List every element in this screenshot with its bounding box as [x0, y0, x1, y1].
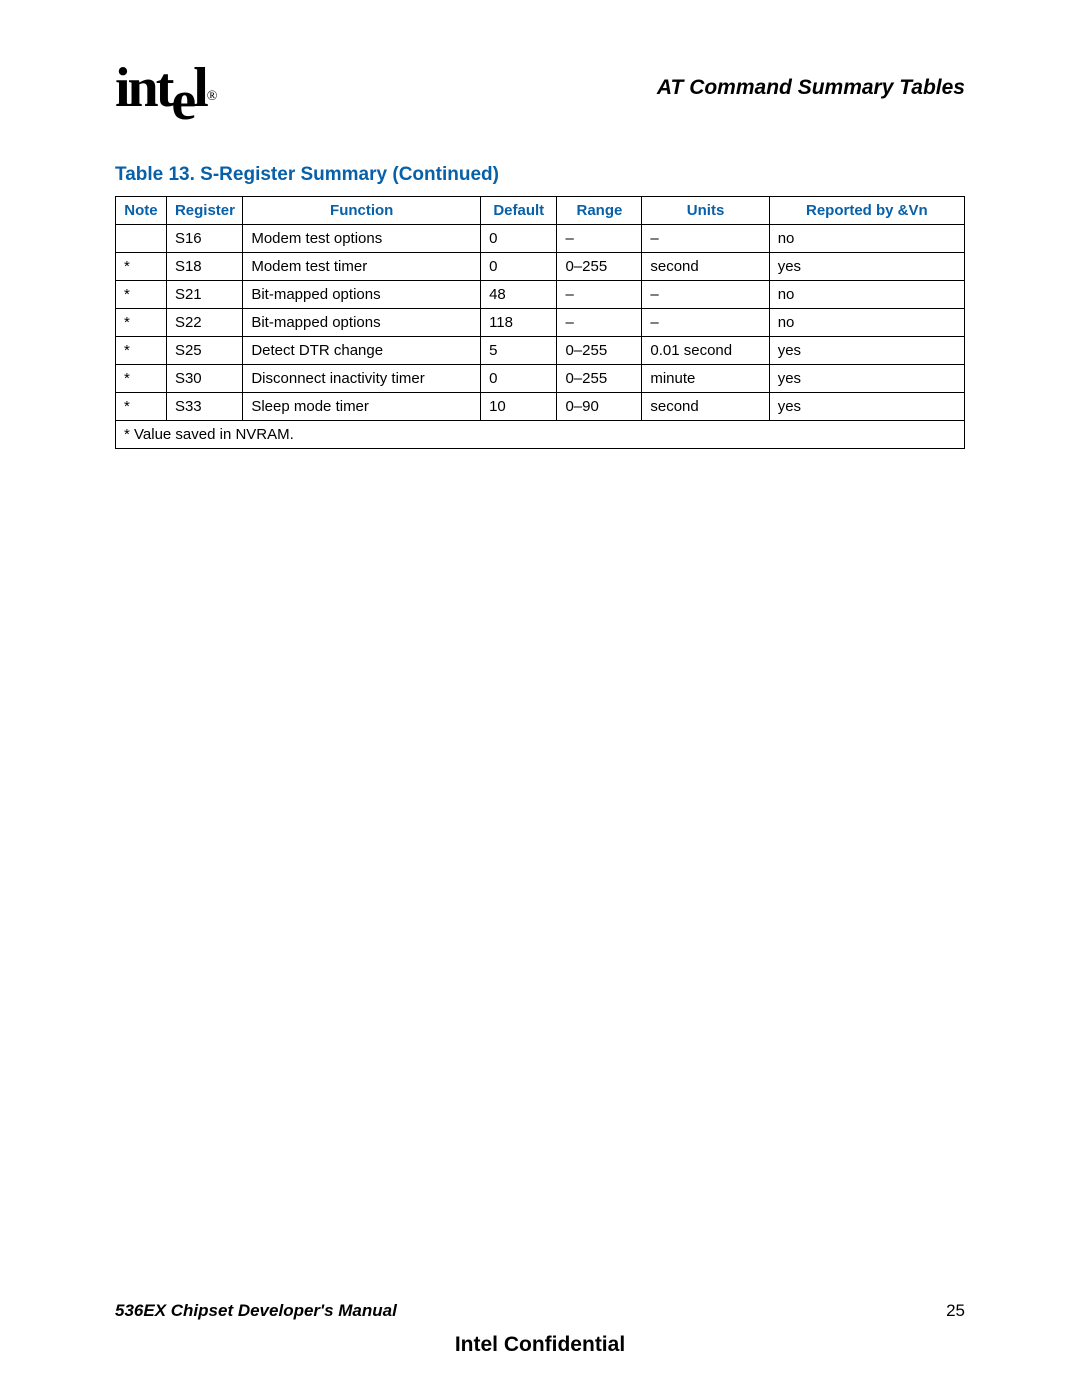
cell-note: *	[116, 309, 167, 337]
cell-range: –	[557, 309, 642, 337]
logo-part-a: int	[115, 57, 171, 119]
registered-mark: ®	[207, 89, 215, 104]
cell-register: S30	[166, 365, 242, 393]
cell-reported: no	[769, 281, 964, 309]
cell-default: 10	[481, 393, 557, 421]
cell-reported: yes	[769, 365, 964, 393]
cell-note	[116, 225, 167, 253]
cell-note: *	[116, 365, 167, 393]
cell-function: Modem test timer	[243, 253, 481, 281]
logo-part-c: l	[193, 57, 206, 119]
cell-function: Bit-mapped options	[243, 309, 481, 337]
table-row: * S25 Detect DTR change 5 0–255 0.01 sec…	[116, 337, 965, 365]
section-title: AT Command Summary Tables	[657, 76, 965, 100]
cell-function: Sleep mode timer	[243, 393, 481, 421]
cell-register: S16	[166, 225, 242, 253]
table-row: S16 Modem test options 0 – – no	[116, 225, 965, 253]
cell-register: S25	[166, 337, 242, 365]
col-range: Range	[557, 197, 642, 225]
cell-reported: no	[769, 225, 964, 253]
cell-reported: no	[769, 309, 964, 337]
col-note: Note	[116, 197, 167, 225]
cell-units: second	[642, 253, 769, 281]
cell-range: –	[557, 225, 642, 253]
table-caption: Table 13. S-Register Summary (Continued)	[115, 164, 965, 186]
col-units: Units	[642, 197, 769, 225]
cell-units: second	[642, 393, 769, 421]
confidential-label: Intel Confidential	[115, 1333, 965, 1357]
table-body: S16 Modem test options 0 – – no * S18 Mo…	[116, 225, 965, 449]
col-reported: Reported by &Vn	[769, 197, 964, 225]
cell-register: S33	[166, 393, 242, 421]
table-row: * S18 Modem test timer 0 0–255 second ye…	[116, 253, 965, 281]
cell-units: –	[642, 225, 769, 253]
cell-range: 0–90	[557, 393, 642, 421]
intel-logo: intel®	[115, 60, 213, 116]
cell-reported: yes	[769, 393, 964, 421]
cell-note: *	[116, 253, 167, 281]
cell-note: *	[116, 281, 167, 309]
page-footer: 536EX Chipset Developer's Manual 25 Inte…	[115, 1301, 965, 1357]
page-number: 25	[946, 1301, 965, 1321]
table-row: * S30 Disconnect inactivity timer 0 0–25…	[116, 365, 965, 393]
cell-function: Disconnect inactivity timer	[243, 365, 481, 393]
cell-default: 5	[481, 337, 557, 365]
footer-top: 536EX Chipset Developer's Manual 25	[115, 1301, 965, 1327]
cell-range: 0–255	[557, 337, 642, 365]
cell-default: 0	[481, 225, 557, 253]
cell-register: S22	[166, 309, 242, 337]
manual-title: 536EX Chipset Developer's Manual	[115, 1301, 397, 1321]
table-footnote: * Value saved in NVRAM.	[116, 421, 965, 449]
table-row: * S22 Bit-mapped options 118 – – no	[116, 309, 965, 337]
cell-range: 0–255	[557, 253, 642, 281]
col-function: Function	[243, 197, 481, 225]
cell-note: *	[116, 393, 167, 421]
cell-reported: yes	[769, 337, 964, 365]
cell-function: Modem test options	[243, 225, 481, 253]
cell-units: 0.01 second	[642, 337, 769, 365]
cell-function: Detect DTR change	[243, 337, 481, 365]
table-row: * S33 Sleep mode timer 10 0–90 second ye…	[116, 393, 965, 421]
cell-units: –	[642, 281, 769, 309]
cell-range: –	[557, 281, 642, 309]
cell-default: 48	[481, 281, 557, 309]
col-default: Default	[481, 197, 557, 225]
cell-units: –	[642, 309, 769, 337]
table-row: * S21 Bit-mapped options 48 – – no	[116, 281, 965, 309]
cell-register: S21	[166, 281, 242, 309]
table-header-row: Note Register Function Default Range Uni…	[116, 197, 965, 225]
cell-register: S18	[166, 253, 242, 281]
logo-part-b: e	[171, 70, 193, 132]
cell-note: *	[116, 337, 167, 365]
table-footnote-row: * Value saved in NVRAM.	[116, 421, 965, 449]
cell-range: 0–255	[557, 365, 642, 393]
page: intel® AT Command Summary Tables Table 1…	[0, 0, 1080, 1397]
s-register-table: Note Register Function Default Range Uni…	[115, 196, 965, 449]
cell-default: 118	[481, 309, 557, 337]
cell-reported: yes	[769, 253, 964, 281]
page-header: intel® AT Command Summary Tables	[115, 60, 965, 116]
cell-function: Bit-mapped options	[243, 281, 481, 309]
cell-default: 0	[481, 253, 557, 281]
col-register: Register	[166, 197, 242, 225]
cell-default: 0	[481, 365, 557, 393]
cell-units: minute	[642, 365, 769, 393]
